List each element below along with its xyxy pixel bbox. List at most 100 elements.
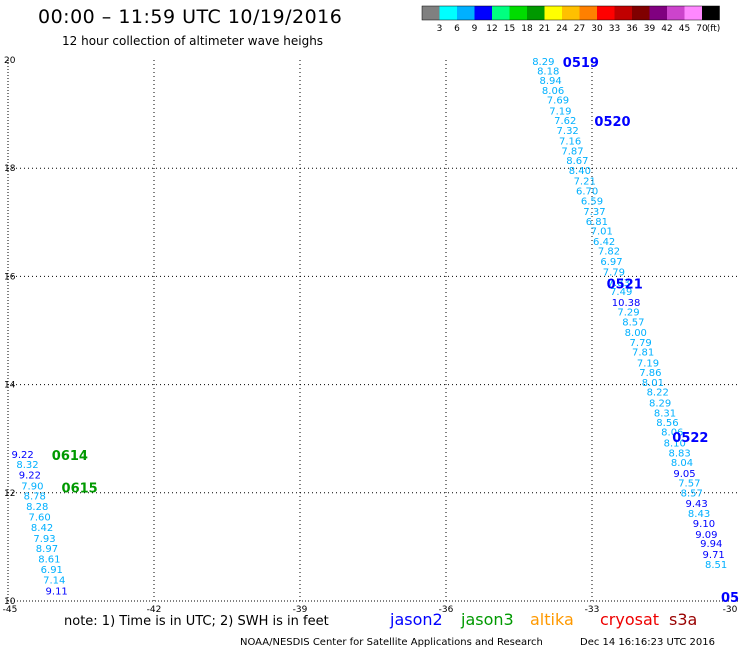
- wave-height-point: 8.06: [542, 86, 564, 97]
- x-tick-label: -33: [585, 605, 600, 615]
- wave-height-point: 6.81: [586, 217, 608, 228]
- wave-height-point: 8.42: [31, 523, 53, 534]
- wave-height-point: 7.21: [574, 177, 596, 188]
- colorbar-label: 24: [556, 24, 568, 34]
- satellite-legend: jason2 jason3 altika cryosat s3a: [389, 610, 697, 629]
- data-marks: 8.298.188.948.067.697.197.627.327.167.87…: [11, 56, 740, 606]
- wave-height-point: 9.71: [703, 550, 725, 561]
- y-tick-label: 12: [4, 489, 15, 499]
- colorbar-unit: (ft): [707, 24, 721, 34]
- footer-note: note: 1) Time is in UTC; 2) SWH is in fe…: [64, 614, 329, 629]
- wave-height-point: 7.16: [559, 137, 581, 148]
- colorbar-label: 45: [679, 24, 690, 34]
- colorbar-swatch: [474, 6, 492, 20]
- x-tick-label: -39: [293, 605, 308, 615]
- wave-height-point: 8.28: [26, 502, 48, 513]
- chart-subtitle: 12 hour collection of altimeter wave hei…: [62, 34, 324, 48]
- wave-height-point: 7.86: [639, 368, 661, 379]
- colorbar-swatch: [457, 6, 475, 20]
- wave-height-point: 8.67: [566, 156, 588, 167]
- wave-height-point: 8.57: [622, 317, 644, 328]
- y-tick-label: 16: [4, 272, 16, 282]
- wave-height-point: 7.37: [583, 207, 605, 218]
- colorbar-label: 21: [539, 24, 550, 34]
- wave-height-point: 7.60: [29, 513, 51, 524]
- wave-height-point: 7.83: [608, 278, 630, 289]
- wave-height-point: 7.69: [547, 96, 569, 107]
- wave-height-point: 6.97: [600, 257, 622, 268]
- colorbar-swatch: [527, 6, 545, 20]
- footer-timestamp: Dec 14 16:16:23 UTC 2016: [580, 637, 715, 648]
- x-tick-label: -42: [147, 605, 162, 615]
- colorbar-frame: [421, 5, 720, 21]
- wave-height-point: 7.32: [557, 126, 579, 137]
- colorbar-swatch: [422, 6, 440, 20]
- wave-height-point: 9.05: [673, 469, 695, 480]
- wave-height-point: 6.59: [581, 197, 603, 208]
- wave-height-point: 7.62: [554, 116, 576, 127]
- wave-height-point: 8.10: [664, 439, 686, 450]
- wave-height-point: 8.51: [705, 560, 727, 571]
- wave-height-point: 9.22: [11, 450, 33, 461]
- wave-height-point: 7.01: [591, 226, 613, 237]
- legend-entry: jason3: [460, 610, 514, 629]
- x-tick-label: -30: [723, 605, 738, 615]
- colorbar-swatch: [684, 6, 702, 20]
- wave-height-point: 7.29: [617, 308, 639, 319]
- colorbar-label: 12: [486, 24, 497, 34]
- pass-time-label: 0521: [607, 277, 643, 292]
- wave-height-point: 7.79: [603, 268, 625, 279]
- colorbar-label: 3: [437, 24, 443, 34]
- wave-height-point: 8.83: [668, 448, 690, 459]
- colorbar-swatch: [439, 6, 457, 20]
- wave-height-point: 7.90: [21, 481, 43, 492]
- colorbar-label: 42: [661, 24, 672, 34]
- wave-height-point: 7.49: [610, 287, 632, 298]
- wave-height-point: 8.04: [671, 458, 693, 469]
- colorbar-label: 39: [644, 24, 656, 34]
- y-tick-label: 10: [4, 597, 16, 607]
- wave-height-point: 6.42: [593, 237, 615, 248]
- colorbar-label: 36: [626, 24, 638, 34]
- colorbar-label: 70: [696, 24, 708, 34]
- wave-height-point: 8.06: [661, 428, 683, 439]
- footer: note: 1) Time is in UTC; 2) SWH is in fe…: [64, 614, 715, 648]
- color-scale-bar: 3 6 9 12 15 18 21 24 27 30 33 36 39 42 45 70(ft): [421, 5, 721, 34]
- wave-height-point: 8.97: [36, 544, 58, 555]
- colorbar-swatch: [492, 6, 510, 20]
- y-tick-label: 14: [4, 381, 16, 391]
- wave-height-point: 7.79: [630, 338, 652, 349]
- wave-height-point: 6.70: [576, 186, 598, 197]
- wave-height-point: 8.40: [569, 166, 591, 177]
- colorbar-swatch: [579, 6, 597, 20]
- legend-entry: cryosat: [600, 610, 659, 629]
- colorbar-swatch: [597, 6, 615, 20]
- pass-time-label: 0615: [62, 481, 98, 496]
- wave-height-point: 8.00: [625, 328, 647, 339]
- colorbar-label: 18: [521, 24, 533, 34]
- wave-height-point: 9.11: [46, 586, 68, 597]
- wave-height-point: 8.57: [681, 488, 703, 499]
- wave-height-point: 9.22: [19, 470, 41, 481]
- wave-height-point: 8.94: [540, 76, 562, 87]
- wave-height-point: 8.29: [532, 57, 554, 68]
- pass-time-label: 0519: [563, 56, 599, 71]
- wave-height-point: 7.57: [678, 479, 700, 490]
- pass-time-label: 0520: [594, 115, 630, 130]
- colorbar-swatch: [614, 6, 632, 20]
- chart-title: 00:00 – 11:59 UTC 10/19/2016: [38, 6, 343, 28]
- colorbar-label: 30: [591, 24, 603, 34]
- colorbar-label: 27: [574, 24, 585, 34]
- pass-time-label: 0614: [52, 449, 88, 464]
- wave-height-point: 7.19: [637, 359, 659, 370]
- wave-height-point: 8.29: [649, 399, 671, 410]
- wave-height-point: 8.31: [654, 408, 676, 419]
- pass-time-label: 0522: [672, 431, 708, 446]
- wave-height-point: 8.43: [688, 509, 710, 520]
- legend-entry: s3a: [669, 610, 697, 629]
- footer-credit: NOAA/NESDIS Center for Satellite Applica…: [240, 637, 543, 648]
- plot-grid: [7, 60, 738, 602]
- colorbar-swatch: [649, 6, 667, 20]
- axis-ticks: -45 -42 -39 -36 -33 -30 10 12 14 16 18 20: [3, 56, 738, 615]
